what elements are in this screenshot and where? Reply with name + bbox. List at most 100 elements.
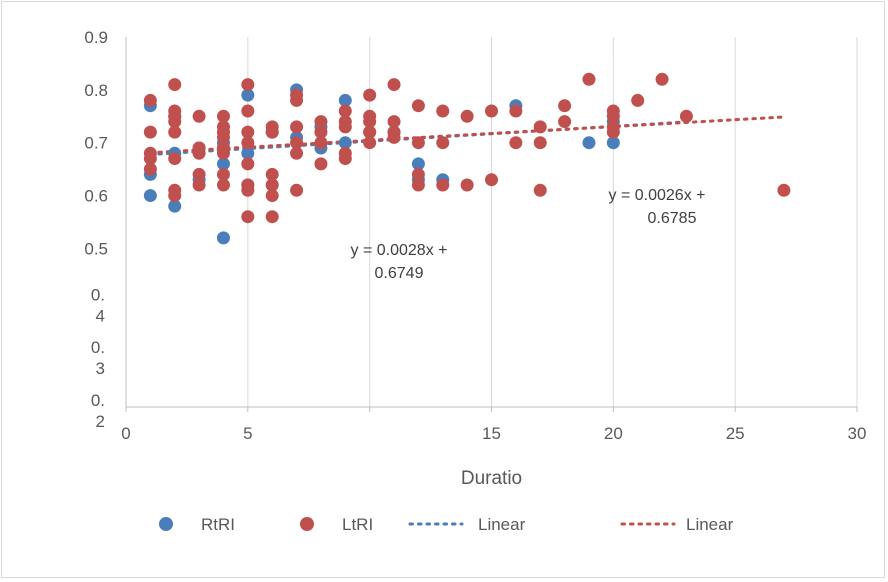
ltri-point (290, 183, 304, 197)
ltri-point (314, 157, 328, 171)
x-tick-label: 5 (243, 424, 252, 443)
ltri-point (777, 183, 791, 197)
y-tick-label: 3 (96, 359, 105, 378)
rtri-point (606, 136, 620, 150)
trendline-equation: 0.6785 (648, 210, 697, 227)
ltri-point (363, 88, 377, 102)
ltri-point (168, 152, 182, 166)
ltri-point (460, 109, 474, 123)
trendline-equation: 0.6749 (375, 265, 424, 282)
ltri-point (192, 178, 206, 192)
ltri-point (241, 157, 255, 171)
ltri-point (241, 125, 255, 139)
ltri-point (363, 136, 377, 150)
label-layer: Duratio y = 0.0028x + 0.6749 y = 0.0026x + 0… (351, 187, 706, 489)
ltri-point (387, 115, 401, 129)
ltri-point (265, 125, 279, 139)
ltri-point (338, 120, 352, 134)
ltri-point (265, 178, 279, 192)
ltri-point (485, 104, 498, 118)
ltri-point (679, 109, 693, 123)
rtri-point (241, 88, 255, 102)
ltri-point (290, 93, 304, 107)
ltri-point (290, 136, 304, 150)
ltri-point (314, 136, 328, 150)
ltri-point (582, 72, 596, 86)
rtri-point (216, 231, 230, 245)
y-tick-label: 2 (96, 412, 105, 431)
rtri-point (338, 93, 352, 107)
trendline-equation: y = 0.0028x + (351, 242, 448, 259)
x-tick-label: 15 (482, 424, 501, 443)
ltri-point (192, 109, 206, 123)
ltri-point (168, 115, 182, 129)
ltri-point (143, 162, 157, 176)
ltri-point (216, 178, 230, 192)
rtri-point (143, 189, 157, 203)
trendline-equation: y = 0.0026x + (609, 187, 706, 204)
rtri-point (168, 199, 182, 213)
ltri-point (411, 99, 425, 113)
ltri-point (436, 178, 450, 192)
ltri-point (216, 109, 230, 123)
ltri-point (216, 130, 230, 144)
legend-label: LtRI (342, 515, 373, 534)
ltri-point (606, 109, 620, 123)
legend-label: RtRI (201, 515, 235, 534)
ltri-point (411, 178, 425, 192)
ltri-point (265, 210, 279, 224)
ltri-point (290, 120, 304, 134)
ltri-point (265, 189, 279, 203)
ltri-point (509, 136, 523, 150)
trendline-layer (148, 115, 786, 157)
ltri-point (290, 146, 304, 160)
ltri-point (143, 152, 157, 166)
ltri-point (143, 125, 157, 139)
ltri-point (436, 104, 450, 118)
ltri-point (460, 178, 474, 192)
ltri-point (411, 167, 425, 181)
ltri-point (363, 115, 377, 129)
grid-layer (247, 37, 858, 407)
x-axis-title: Duratio (461, 468, 522, 489)
legend: RtRI LtRI Linear Linear (159, 515, 734, 534)
y-tick-label: 0. (91, 285, 105, 304)
ltri-point (216, 146, 230, 160)
ltri-point (606, 125, 620, 139)
ltri-point (168, 125, 182, 139)
ltri-point (558, 115, 572, 129)
ltri-point (338, 104, 352, 118)
ltri-point (558, 99, 572, 113)
x-tick-label: 25 (726, 424, 745, 443)
ltri-point (265, 167, 279, 181)
y-tick-label: 0. (91, 338, 105, 357)
ltri-point (387, 130, 401, 144)
legend-marker (159, 517, 173, 531)
ltri-point (192, 167, 206, 181)
ltri-point (436, 136, 450, 150)
ltri-point (241, 136, 255, 150)
ltri-point (168, 78, 182, 92)
ltri-point (216, 167, 230, 181)
legend-label: Linear (478, 515, 526, 534)
ltri-point (143, 93, 157, 107)
axis-layer: 0 5 15 20 25 30 0.9 0.8 0.7 0.6 0.5 0. 4 0. 3 0. 2 (84, 28, 866, 443)
rtri-point (411, 157, 425, 171)
y-tick-label: 0.9 (84, 28, 108, 47)
ltri-point (363, 125, 377, 139)
ltri-point (241, 210, 255, 224)
ltri-point (314, 115, 328, 129)
legend-marker (300, 517, 314, 531)
ltri-point (192, 146, 206, 160)
ltri-point (241, 183, 255, 197)
ltri-point (533, 183, 547, 197)
rtri-point (582, 136, 596, 150)
rtri-point (216, 157, 230, 171)
ltri-point (168, 189, 182, 203)
trendline-ltri (148, 115, 786, 155)
y-tick-label: 0.7 (84, 134, 108, 153)
ltri-point (533, 120, 547, 134)
ltri-point (314, 125, 328, 139)
y-tick-label: 0.6 (84, 187, 108, 206)
